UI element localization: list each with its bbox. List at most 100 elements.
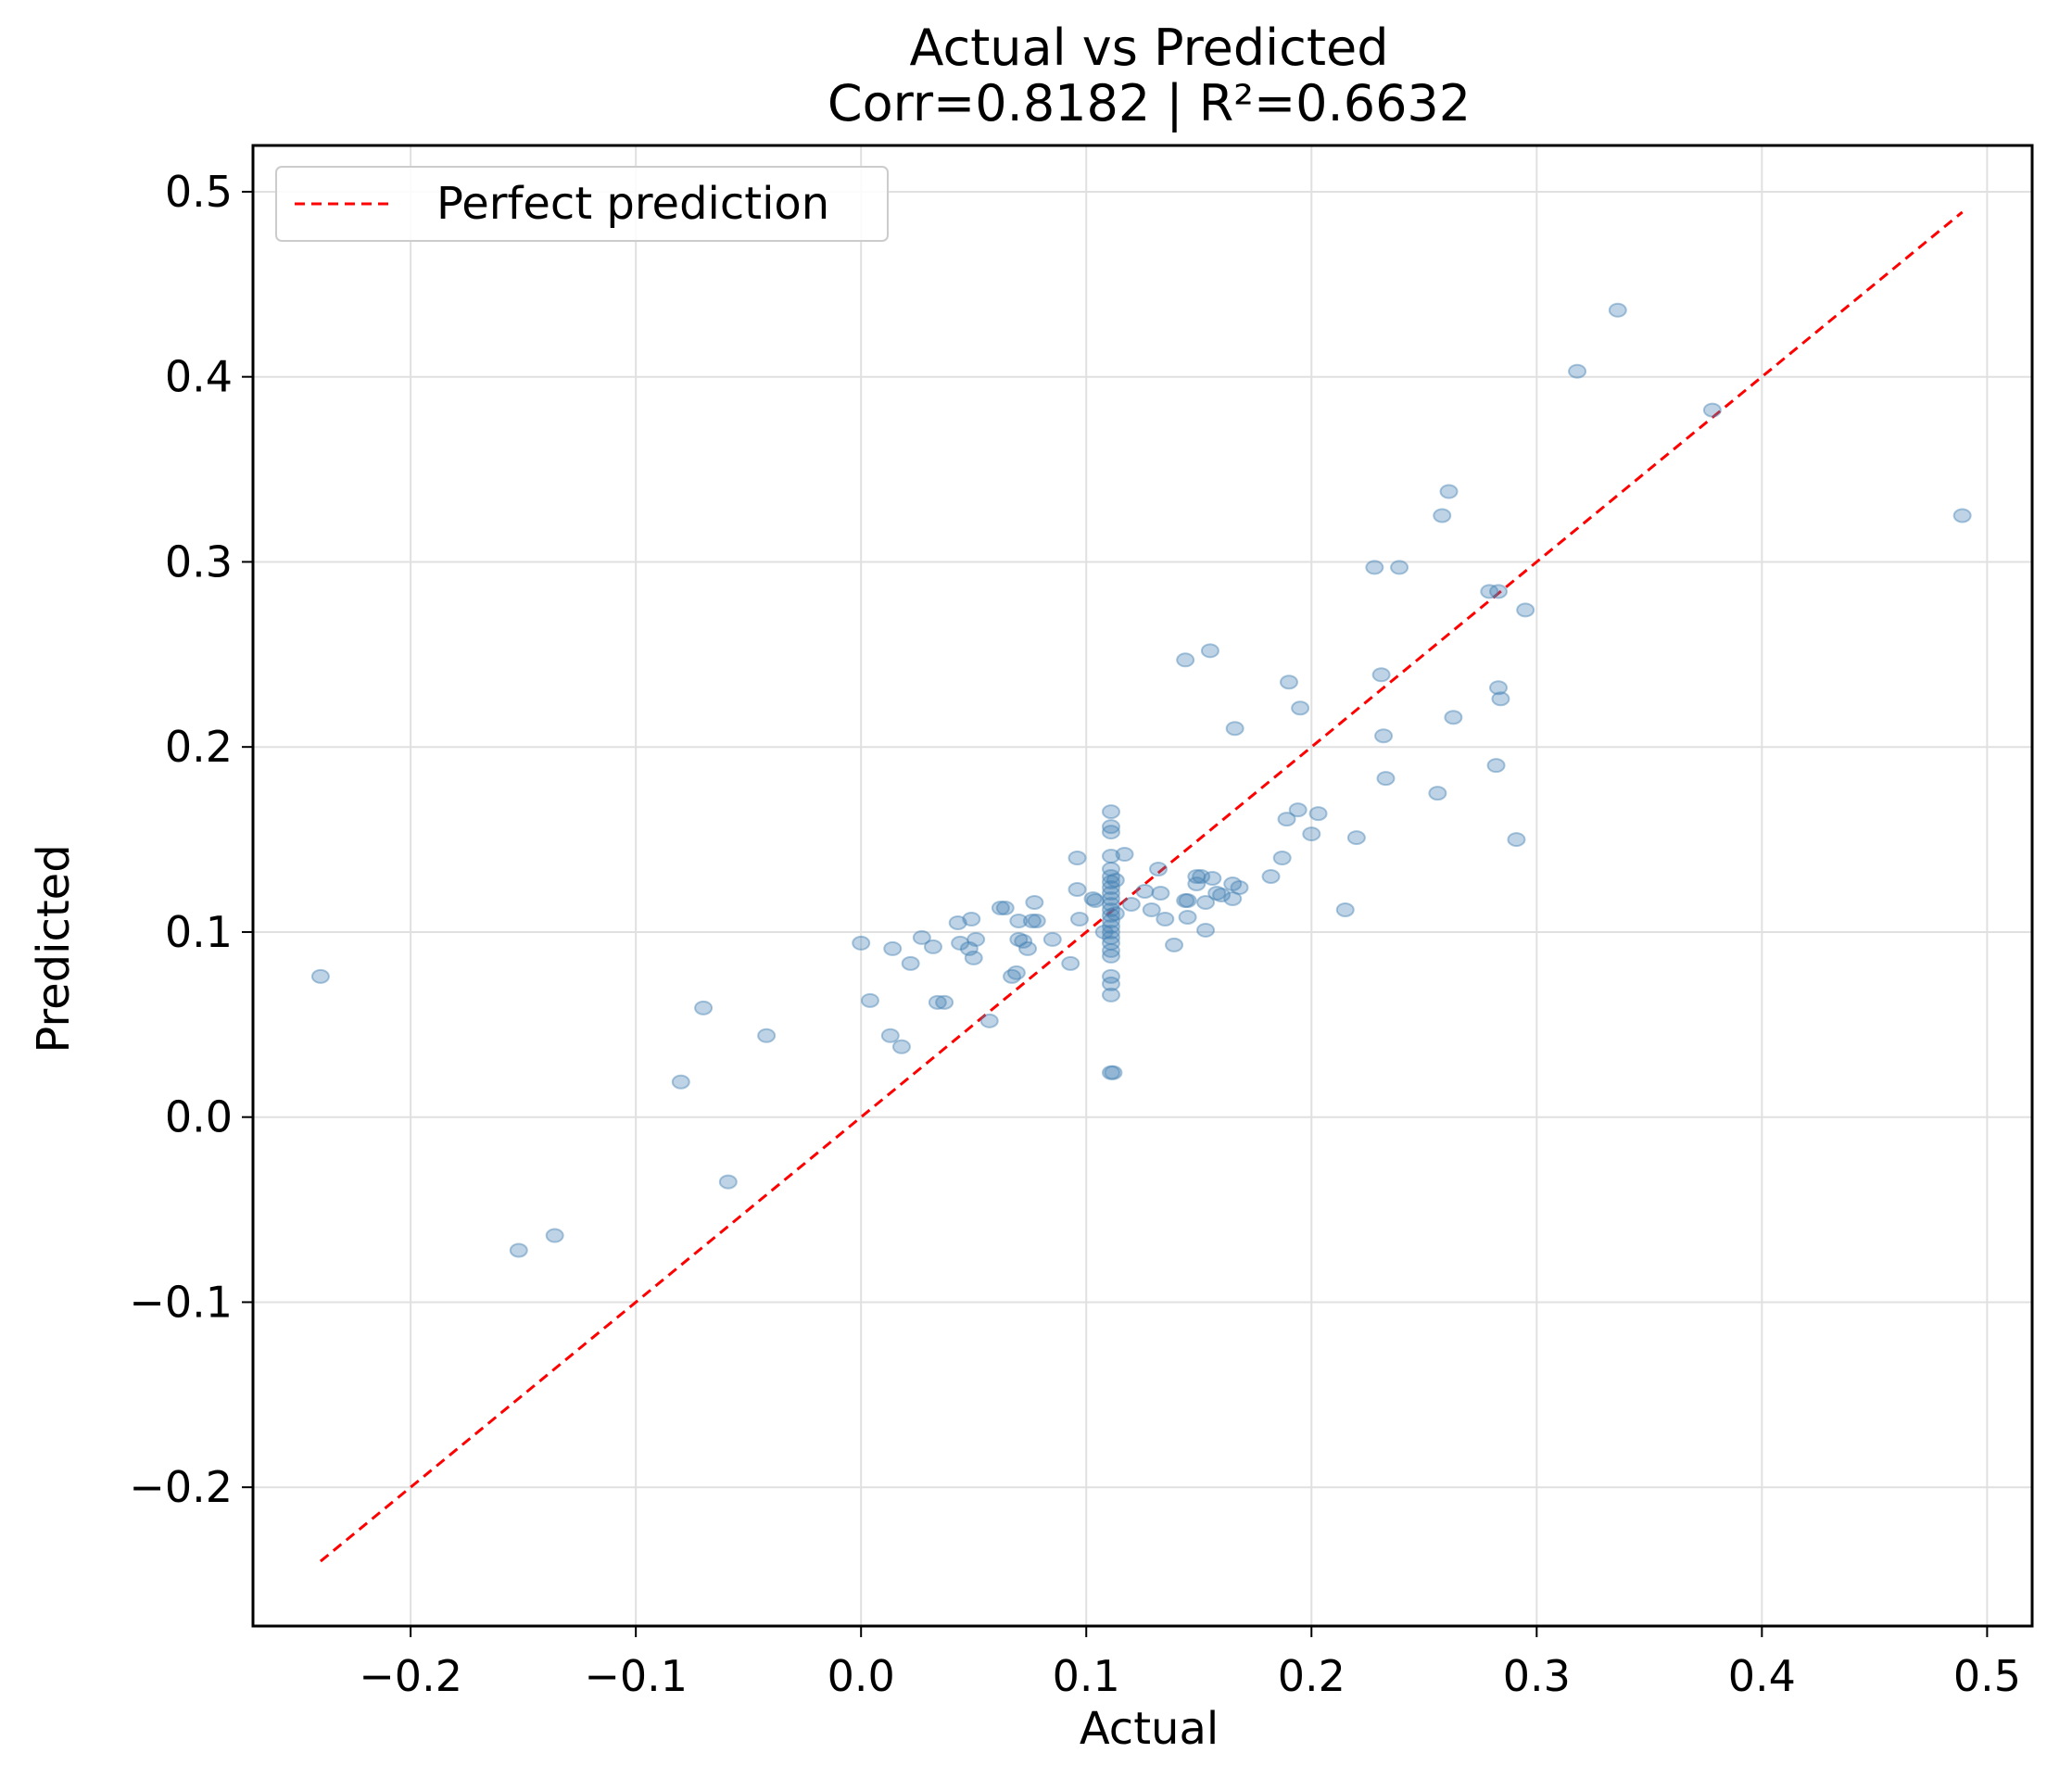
data-point bbox=[948, 914, 967, 930]
grid-layer bbox=[253, 145, 2032, 1626]
plot-frame bbox=[251, 144, 2034, 1628]
chart-subtitle: Corr=0.8182 | R²=0.6632 bbox=[828, 74, 1471, 132]
data-point bbox=[1428, 786, 1447, 801]
data-point bbox=[1022, 913, 1042, 928]
data-point bbox=[1068, 881, 1087, 897]
data-point bbox=[1178, 909, 1197, 925]
data-point bbox=[964, 950, 983, 965]
data-point bbox=[1101, 918, 1120, 934]
data-point bbox=[1061, 955, 1080, 971]
data-point bbox=[1149, 862, 1169, 877]
data-point bbox=[1516, 602, 1535, 618]
data-point bbox=[1101, 875, 1120, 890]
data-point bbox=[694, 1000, 714, 1015]
data-point bbox=[951, 935, 970, 951]
data-point bbox=[1176, 892, 1195, 908]
data-point bbox=[1151, 885, 1170, 901]
data-point bbox=[1444, 710, 1463, 725]
data-point bbox=[1489, 584, 1508, 599]
data-point bbox=[1187, 869, 1207, 885]
data-point bbox=[1101, 968, 1120, 984]
data-point bbox=[545, 1228, 564, 1243]
point-layer bbox=[310, 302, 1972, 1258]
data-point bbox=[1261, 869, 1281, 885]
data-point bbox=[1101, 942, 1120, 958]
data-point bbox=[1223, 876, 1243, 892]
data-point bbox=[1101, 1065, 1120, 1080]
data-point bbox=[1009, 931, 1029, 947]
data-point bbox=[1085, 892, 1105, 908]
data-point bbox=[1374, 728, 1394, 744]
data-point bbox=[1486, 758, 1506, 774]
data-point bbox=[1223, 890, 1243, 906]
data-point bbox=[1115, 847, 1134, 863]
data-point bbox=[1212, 887, 1232, 902]
data-point bbox=[1101, 890, 1120, 906]
data-point bbox=[967, 931, 986, 947]
data-point bbox=[1200, 643, 1219, 659]
data-point bbox=[1390, 560, 1409, 575]
data-point bbox=[1187, 876, 1207, 892]
data-point bbox=[1101, 948, 1120, 964]
data-point bbox=[1196, 894, 1216, 910]
data-point bbox=[1952, 508, 1972, 523]
x-tick-label: 0.3 bbox=[1503, 1651, 1571, 1701]
data-point bbox=[1207, 885, 1227, 901]
data-point bbox=[1014, 933, 1033, 949]
legend-label: Perfect prediction bbox=[436, 178, 829, 230]
data-point bbox=[1277, 812, 1296, 827]
data-point bbox=[1101, 907, 1120, 923]
data-point bbox=[891, 1039, 911, 1054]
data-point bbox=[1042, 931, 1062, 947]
data-point bbox=[1335, 902, 1355, 917]
data-point bbox=[1308, 806, 1328, 822]
data-point bbox=[1568, 363, 1587, 379]
data-point bbox=[1272, 851, 1292, 866]
data-point bbox=[1101, 869, 1120, 885]
data-point bbox=[1302, 826, 1321, 842]
data-point bbox=[1105, 873, 1125, 889]
y-tick-label: 0.2 bbox=[165, 722, 233, 772]
x-tick-label: 0.5 bbox=[1953, 1651, 2021, 1701]
data-point bbox=[1702, 402, 1722, 418]
x-tick-label: 0.1 bbox=[1053, 1651, 1120, 1701]
y-tick-label: 0.1 bbox=[165, 907, 233, 957]
data-point bbox=[1101, 862, 1120, 877]
data-point bbox=[1288, 802, 1308, 818]
data-point bbox=[1009, 913, 1029, 928]
data-point bbox=[995, 900, 1015, 915]
perfect-prediction-line bbox=[319, 210, 1964, 1563]
data-point bbox=[880, 1028, 900, 1043]
data-point bbox=[1121, 896, 1141, 912]
data-point bbox=[901, 955, 920, 971]
data-point bbox=[1279, 675, 1298, 690]
y-axis-label: Predicted bbox=[28, 844, 80, 1053]
data-point bbox=[1291, 700, 1310, 716]
data-point bbox=[1480, 584, 1499, 599]
data-point bbox=[1003, 968, 1022, 984]
data-point bbox=[979, 1013, 999, 1028]
data-point bbox=[1101, 924, 1120, 939]
data-point bbox=[991, 900, 1010, 915]
data-point bbox=[1101, 849, 1120, 864]
data-point bbox=[1365, 560, 1384, 575]
data-point bbox=[912, 929, 931, 945]
data-point bbox=[1104, 1065, 1123, 1080]
data-point bbox=[1101, 929, 1120, 945]
legend-box bbox=[275, 166, 889, 242]
data-point bbox=[1101, 913, 1120, 928]
data-point bbox=[1027, 913, 1046, 928]
data-point bbox=[962, 911, 981, 927]
data-point bbox=[1142, 902, 1161, 917]
data-point bbox=[1101, 896, 1120, 912]
data-point bbox=[671, 1074, 690, 1090]
y-tick-label: 0.5 bbox=[165, 167, 233, 217]
x-tick-label: −0.2 bbox=[359, 1651, 462, 1701]
data-point bbox=[1101, 987, 1120, 1002]
data-point bbox=[1068, 851, 1087, 866]
data-point bbox=[1192, 869, 1211, 885]
data-point bbox=[1433, 508, 1452, 523]
data-point bbox=[310, 968, 330, 984]
